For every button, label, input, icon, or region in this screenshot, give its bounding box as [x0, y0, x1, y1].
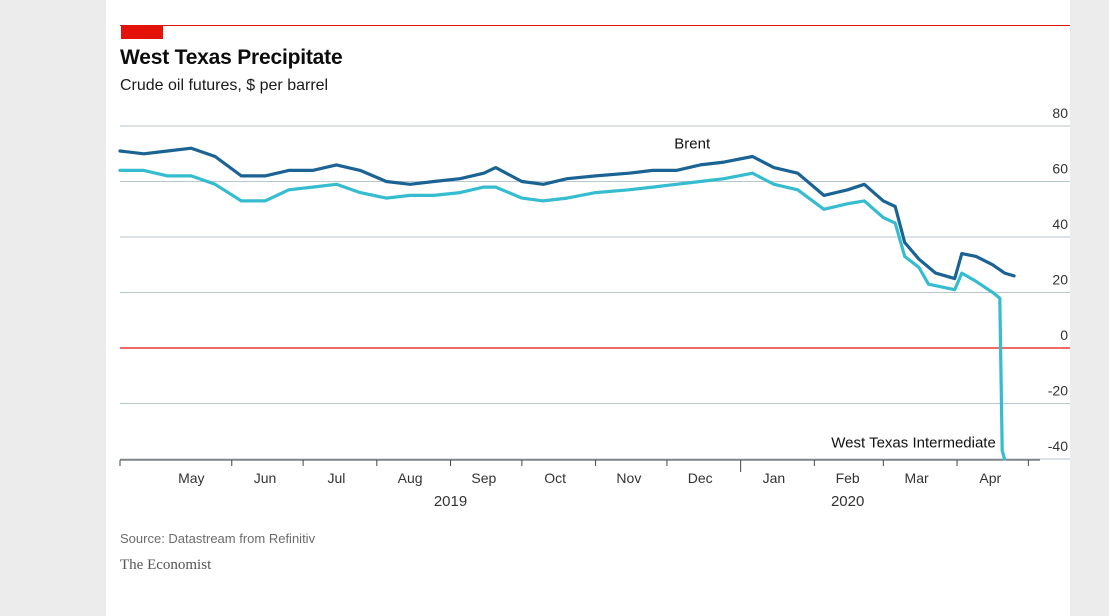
chart-title: West Texas Precipitate: [120, 46, 343, 69]
brent-line: [118, 146, 1016, 281]
y-tick-label: -40: [1048, 438, 1068, 454]
chart-subtitle: Crude oil futures, $ per barrel: [120, 77, 329, 94]
x-tick-label: Dec: [688, 470, 713, 486]
x-tick-label: Feb: [836, 470, 860, 486]
x-tick-label: Sep: [471, 470, 496, 486]
x-tick-label: Apr: [979, 470, 1001, 486]
wti-series-label: West Texas Intermediate: [831, 434, 996, 451]
publisher-brand: The Economist: [120, 557, 212, 573]
y-tick-label: 40: [1052, 216, 1068, 232]
chart-card: West Texas Precipitate Crude oil futures…: [106, 0, 1070, 616]
x-tick-label: Jun: [254, 470, 277, 486]
y-tick-label: 0: [1060, 327, 1068, 343]
wti-line: [118, 168, 1007, 461]
y-tick-label: 20: [1052, 272, 1068, 288]
brent-series-label: Brent: [674, 136, 711, 153]
year-label: 2019: [434, 493, 467, 510]
x-tick-label: Aug: [398, 470, 423, 486]
x-tick-label: Mar: [905, 470, 929, 486]
y-tick-label: 80: [1052, 105, 1068, 121]
year-label: 2020: [831, 493, 864, 510]
red-brand-tab: [121, 26, 163, 39]
x-tick-label: Jan: [763, 470, 786, 486]
y-tick-label: -20: [1048, 383, 1068, 399]
x-tick-label: Oct: [544, 470, 566, 486]
x-tick-label: May: [178, 470, 204, 486]
source-note: Source: Datastream from Refinitiv: [120, 531, 316, 546]
x-tick-label: Nov: [616, 470, 641, 486]
x-tick-label: Jul: [327, 470, 345, 486]
y-tick-label: 60: [1052, 161, 1068, 177]
top-red-rule: [120, 25, 1070, 26]
